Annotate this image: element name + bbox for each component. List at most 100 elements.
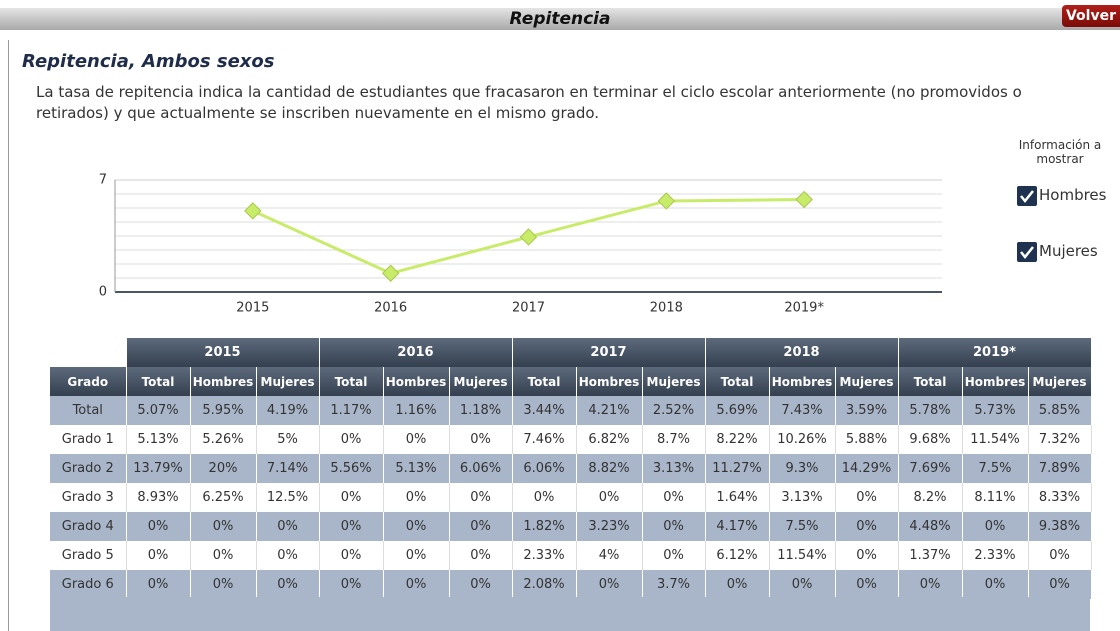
table-cell: 10.26% (769, 425, 836, 454)
table-cell: 14.29% (835, 454, 899, 483)
checkbox-option[interactable]: Mujeres (1017, 240, 1098, 262)
check (1020, 245, 1034, 259)
table-cell: 0% (512, 483, 577, 512)
checkbox[interactable] (1017, 241, 1037, 262)
table-cell: 0% (642, 512, 706, 541)
table-row: Grado 4 0% 0% 0% 0% 0% 0% 1.82% 3.23% 0% 4.17% 7.5%… (50, 512, 1092, 541)
description: La tasa de repitencia indica la cantidad… (36, 83, 1022, 122)
table-row: Grado 1 5.13% 5.26% 5% 0% 0% 0% 7.46% 6.82% 8.7% 8… (50, 425, 1092, 454)
section-title: Repitencia, Ambos sexos (22, 51, 275, 72)
table-cell: 5.95% (190, 396, 257, 425)
x-tick-label: 2019* (784, 301, 824, 316)
table-cell: 5.69% (705, 396, 770, 425)
table-row: Grado 3 8.93% 6.25% 12.5% 0% 0% 0% 0% 0% 0% 1.64% 3… (50, 483, 1092, 512)
table-cell: 0% (319, 483, 384, 512)
year-header: 2018 (705, 338, 899, 367)
x-tick-label: 2017 (512, 301, 545, 316)
table-cell: 6.06% (512, 454, 577, 483)
column-header: Hombres (962, 367, 1029, 396)
table-cell: 4.48% (898, 512, 963, 541)
table-cell: 1.17% (319, 396, 384, 425)
table-cell: 8.82% (576, 454, 643, 483)
data-table: 2015 2016 2017 2018 2019* Grado Total Hombres Mu… (50, 338, 1092, 599)
table-cell: 0% (190, 541, 257, 570)
table-cell: 5.26% (190, 425, 257, 454)
table-cell: 4% (576, 541, 643, 570)
table-cell: 0% (256, 512, 320, 541)
table-cell: 3.44% (512, 396, 577, 425)
table-cell: 5.13% (126, 425, 191, 454)
column-header: Mujeres (1028, 367, 1092, 396)
border (8, 40, 9, 631)
table-cell: 8.22% (705, 425, 770, 454)
table-cell: Grado 4 (50, 512, 127, 541)
table-cell: 0% (126, 512, 191, 541)
x-tick-label: 2018 (650, 301, 683, 316)
table-cell: 7.46% (512, 425, 577, 454)
table-cell: 0% (449, 483, 513, 512)
check (1020, 189, 1034, 203)
table-cell: 5.56% (319, 454, 384, 483)
table-cell: 1.37% (898, 541, 963, 570)
table-cell: Total (50, 396, 127, 425)
table-cell: 0% (383, 483, 450, 512)
check-mark (1020, 245, 1034, 259)
table-cell: 3.59% (835, 396, 899, 425)
marker (381, 264, 400, 282)
table-cell: 0% (449, 512, 513, 541)
table-cell: 4.19% (256, 396, 320, 425)
table-cell: Grado 1 (50, 425, 127, 454)
table-cell: 0% (642, 541, 706, 570)
table-footer (50, 597, 1090, 631)
column-header: Total (126, 367, 191, 396)
table-row: Grado 2 13.79% 20% 7.14% 5.56% 5.13% 6.06% 6.06… (50, 454, 1092, 483)
column-header: Mujeres (642, 367, 706, 396)
table-cell: 3.13% (642, 454, 706, 483)
table-cell: 5.78% (898, 396, 963, 425)
table-cell: 6.12% (705, 541, 770, 570)
table-cell: 0% (835, 541, 899, 570)
column-header: Total (705, 367, 770, 396)
table-row: Grado 5 0% 0% 0% 0% 0% 0% 2.33% 4% 0% 6.12% 11.54% 0… (50, 541, 1092, 570)
table-cell: 0% (383, 512, 450, 541)
table-cell: 0% (962, 570, 1029, 599)
marker (519, 228, 538, 246)
checkbox-option[interactable]: Hombres (1017, 184, 1106, 206)
check-mark (1020, 189, 1034, 203)
table-cell: 0% (835, 570, 899, 599)
back-button[interactable]: Volver (1062, 5, 1120, 27)
table-cell: 7.43% (769, 396, 836, 425)
table-cell: 9.38% (1028, 512, 1092, 541)
table-cell: 1.16% (383, 396, 450, 425)
option-label: Mujeres (1039, 242, 1098, 260)
table-cell: 5.07% (126, 396, 191, 425)
table-cell: 1.82% (512, 512, 577, 541)
table-cell: 8.7% (642, 425, 706, 454)
table-cell: 8.93% (126, 483, 191, 512)
column-header: Hombres (769, 367, 836, 396)
table-cell: 11.54% (769, 541, 836, 570)
table-cell: 0% (126, 541, 191, 570)
table-cell: 0% (383, 570, 450, 599)
blank-cell (50, 338, 127, 367)
table-cell: 0% (642, 483, 706, 512)
table-cell: 0% (319, 570, 384, 599)
x-tick-label: 2016 (374, 301, 407, 316)
table-cell: 9.3% (769, 454, 836, 483)
table-cell: 6.82% (576, 425, 643, 454)
table-cell: 20% (190, 454, 257, 483)
marker (657, 192, 676, 210)
table-cell: 8.2% (898, 483, 963, 512)
y-tick-label: 7 (99, 173, 107, 188)
table-cell: 6.06% (449, 454, 513, 483)
table-cell: 0% (126, 570, 191, 599)
controls-title: Información a mostrar (1018, 138, 1102, 166)
checkbox[interactable] (1017, 185, 1037, 206)
table-cell: 5.13% (383, 454, 450, 483)
table-cell: 0% (256, 570, 320, 599)
table-cell: 0% (705, 570, 770, 599)
table-cell: 7.14% (256, 454, 320, 483)
table-cell: 0% (383, 425, 450, 454)
table-cell: Grado 5 (50, 541, 127, 570)
table-cell: 0% (449, 541, 513, 570)
